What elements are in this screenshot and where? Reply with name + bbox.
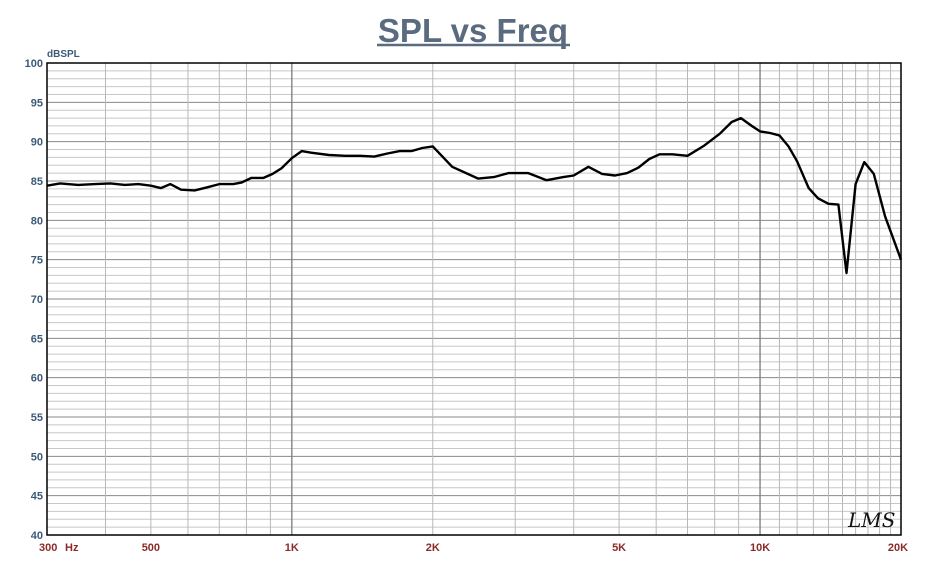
y-tick-label: 40 — [31, 530, 43, 542]
x-tick-label: 5K — [612, 542, 626, 554]
y-tick-label: 80 — [31, 215, 43, 227]
y-axis-label: dBSPL — [47, 49, 80, 60]
series-group — [46, 116, 903, 275]
x-unit-label: Hz — [65, 542, 79, 554]
y-tick-label: 90 — [31, 137, 43, 149]
x-tick-label: 1K — [285, 542, 299, 554]
lms-watermark: LMS — [847, 508, 895, 532]
chart-title: SPL vs Freq — [378, 12, 568, 49]
grid — [47, 63, 901, 535]
plot-border — [46, 62, 902, 536]
x-tick-label: 500 — [142, 542, 160, 554]
y-tick-label: 95 — [31, 97, 43, 109]
y-tick-label: 100 — [25, 58, 43, 70]
x-tick-label: 2K — [426, 542, 440, 554]
y-tick-label: 85 — [31, 176, 43, 188]
x-tick-label: 10K — [750, 542, 770, 554]
y-tick-label: 70 — [31, 294, 43, 306]
y-tick-label: 55 — [31, 412, 43, 424]
spl-curve — [46, 116, 903, 275]
y-tick-label: 50 — [31, 451, 43, 463]
x-tick-labels: 300 500 1K 2K 5K 10K 20K — [39, 542, 908, 554]
y-tick-labels: 40 45 50 55 60 65 70 75 80 85 90 95 100 — [25, 58, 43, 542]
x-tick-label: 300 — [39, 542, 57, 554]
y-tick-label: 75 — [31, 255, 43, 267]
x-tick-label: 20K — [888, 542, 908, 554]
y-tick-label: 45 — [31, 491, 43, 503]
y-tick-label: 65 — [31, 333, 43, 345]
y-tick-label: 60 — [31, 373, 43, 385]
